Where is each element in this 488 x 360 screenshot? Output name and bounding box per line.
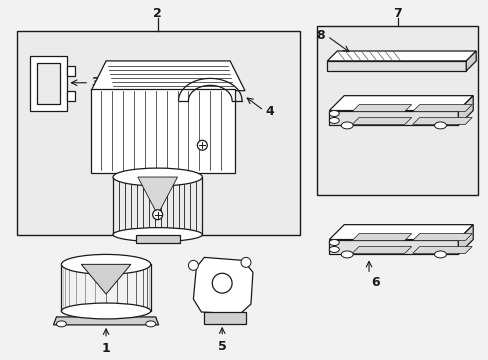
Polygon shape [53, 317, 158, 325]
Polygon shape [326, 61, 466, 71]
Polygon shape [351, 105, 411, 112]
Circle shape [197, 140, 207, 150]
Ellipse shape [145, 321, 155, 327]
Bar [30, 56, 67, 111]
Circle shape [241, 257, 250, 267]
Ellipse shape [113, 168, 202, 186]
Ellipse shape [328, 239, 339, 246]
Ellipse shape [341, 122, 352, 129]
Ellipse shape [56, 321, 66, 327]
Polygon shape [328, 111, 457, 125]
Ellipse shape [328, 117, 339, 123]
Polygon shape [193, 257, 252, 314]
Polygon shape [138, 177, 177, 215]
Ellipse shape [328, 247, 339, 252]
Polygon shape [328, 96, 472, 111]
Bar [317, 26, 477, 195]
Polygon shape [412, 105, 471, 112]
Polygon shape [351, 247, 411, 253]
Polygon shape [91, 61, 244, 91]
Polygon shape [351, 117, 411, 125]
Bar [17, 31, 299, 235]
Bar [37, 63, 61, 104]
Polygon shape [351, 234, 411, 240]
Ellipse shape [434, 251, 446, 258]
Polygon shape [457, 225, 472, 255]
Bar [136, 235, 179, 243]
Text: 3: 3 [91, 76, 100, 89]
Ellipse shape [328, 111, 339, 117]
Polygon shape [328, 239, 457, 255]
Polygon shape [466, 51, 475, 71]
Polygon shape [81, 264, 131, 294]
Text: 5: 5 [217, 340, 226, 353]
Bar [67, 66, 75, 76]
Text: 8: 8 [316, 29, 325, 42]
Ellipse shape [61, 303, 150, 319]
Text: 4: 4 [265, 105, 274, 118]
Ellipse shape [434, 122, 446, 129]
Polygon shape [412, 234, 471, 240]
Text: 2: 2 [153, 7, 162, 20]
Text: 6: 6 [370, 276, 379, 289]
Polygon shape [328, 225, 472, 239]
Ellipse shape [113, 228, 202, 242]
Circle shape [212, 273, 232, 293]
Polygon shape [412, 117, 471, 125]
Ellipse shape [341, 251, 352, 258]
Polygon shape [326, 51, 475, 61]
Bar [204, 312, 245, 324]
Polygon shape [457, 96, 472, 125]
Text: 1: 1 [102, 342, 110, 355]
Bar [67, 91, 75, 100]
Circle shape [188, 260, 198, 270]
Bar [91, 89, 235, 173]
Ellipse shape [61, 255, 150, 274]
Circle shape [152, 210, 163, 220]
Polygon shape [412, 247, 471, 253]
Text: 7: 7 [393, 7, 401, 20]
